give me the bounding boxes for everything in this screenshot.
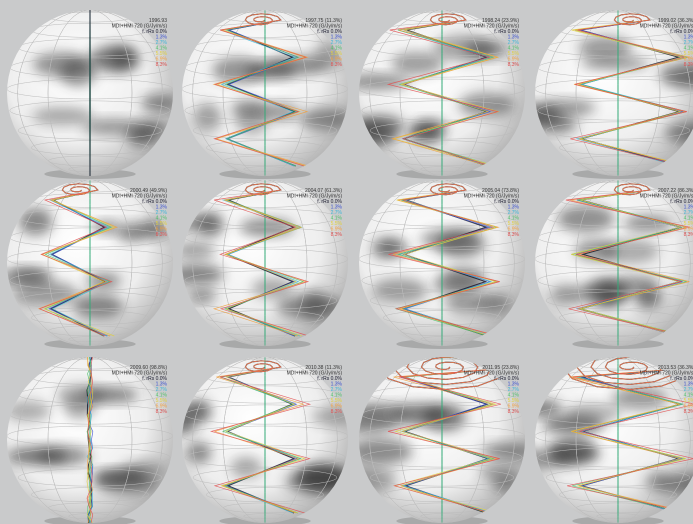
globe-panel: 1998.24 (23.9%)MDI+HMI 720 (G/Jy/m/s)f. … <box>334 6 525 179</box>
legend-entry: 8.3% <box>156 409 168 415</box>
sunspot-band <box>141 95 178 110</box>
legend-entry: 8.3% <box>331 409 343 415</box>
sunspot-band <box>7 447 68 464</box>
globe-panel: 2013.53 (36.3%)MDI+HMI 720 (G/Jy/m/s)f. … <box>512 342 693 524</box>
globe-panel: 1997.75 (11.3%)MDI+HMI 720 (G/Jy/m/s)f. … <box>182 6 351 179</box>
sunspot-band <box>172 265 224 284</box>
sunspot-band <box>524 105 548 124</box>
legend-entry: 8.3% <box>684 62 693 68</box>
sunspot-band <box>345 466 396 492</box>
sunspot-band <box>89 46 138 73</box>
globe-panel: 1999.02 (36.3%)MDI+HMI 720 (G/Jy/m/s)f. … <box>524 6 693 179</box>
sunspot-band <box>73 294 123 318</box>
legend-entry: 8.3% <box>156 232 168 238</box>
figure: 1996.93MDI+HMI 720 (G/Jy/m/s)f. rRs 0.0%… <box>0 0 693 524</box>
globe-panel: 2007.22 (86.3%)MDI+HMI 720 (G/Jy/m/s)f. … <box>535 176 693 349</box>
sunspot-band <box>6 401 51 421</box>
sunspot-band <box>520 400 562 415</box>
globe-panel: 2010.38 (11.3%)MDI+HMI 720 (G/Jy/m/s)f. … <box>160 353 353 524</box>
sunspot-band <box>302 291 327 319</box>
sunspot-band <box>117 224 147 241</box>
globe-panel: 2004.07 (61.3%)MDI+HMI 720 (G/Jy/m/s)f. … <box>160 176 348 349</box>
sunspot-band <box>239 218 294 236</box>
globe-panel: 2009.60 (98.8%)MDI+HMI 720 (G/Jy/m/s)f. … <box>6 353 173 524</box>
globe-panel: 2005.04 (73.8%)MDI+HMI 720 (G/Jy/m/s)f. … <box>359 176 525 349</box>
sunspot-band <box>372 278 427 302</box>
sunspot-band <box>437 231 485 258</box>
legend-entry: 8.3% <box>508 409 520 415</box>
globe-panel: 2011.95 (23.8%)MDI+HMI 720 (G/Jy/m/s)f. … <box>335 342 533 524</box>
legend-entry: 8.3% <box>508 232 520 238</box>
sunspot-band <box>139 120 166 136</box>
sunspot-band <box>186 442 211 463</box>
legend-entry: 8.3% <box>331 232 343 238</box>
legend-entry: 8.3% <box>508 62 520 68</box>
legend-entry: 8.3% <box>331 62 343 68</box>
legend-entry: 8.3% <box>684 409 693 415</box>
sunspot-band <box>160 214 218 231</box>
globe-panel: 1996.93MDI+HMI 720 (G/Jy/m/s)f. rRs 0.0%… <box>7 6 178 179</box>
legend-entry: 8.3% <box>156 62 168 68</box>
sunspot-band <box>479 464 519 478</box>
sunspot-band <box>285 469 351 493</box>
globe-panel: 2000.49 (49.9%)MDI+HMI 720 (G/Jy/m/s)f. … <box>1 176 173 349</box>
legend-entry: 8.3% <box>684 232 693 238</box>
sunspot-band <box>482 443 533 459</box>
sunspot-band <box>60 59 97 86</box>
